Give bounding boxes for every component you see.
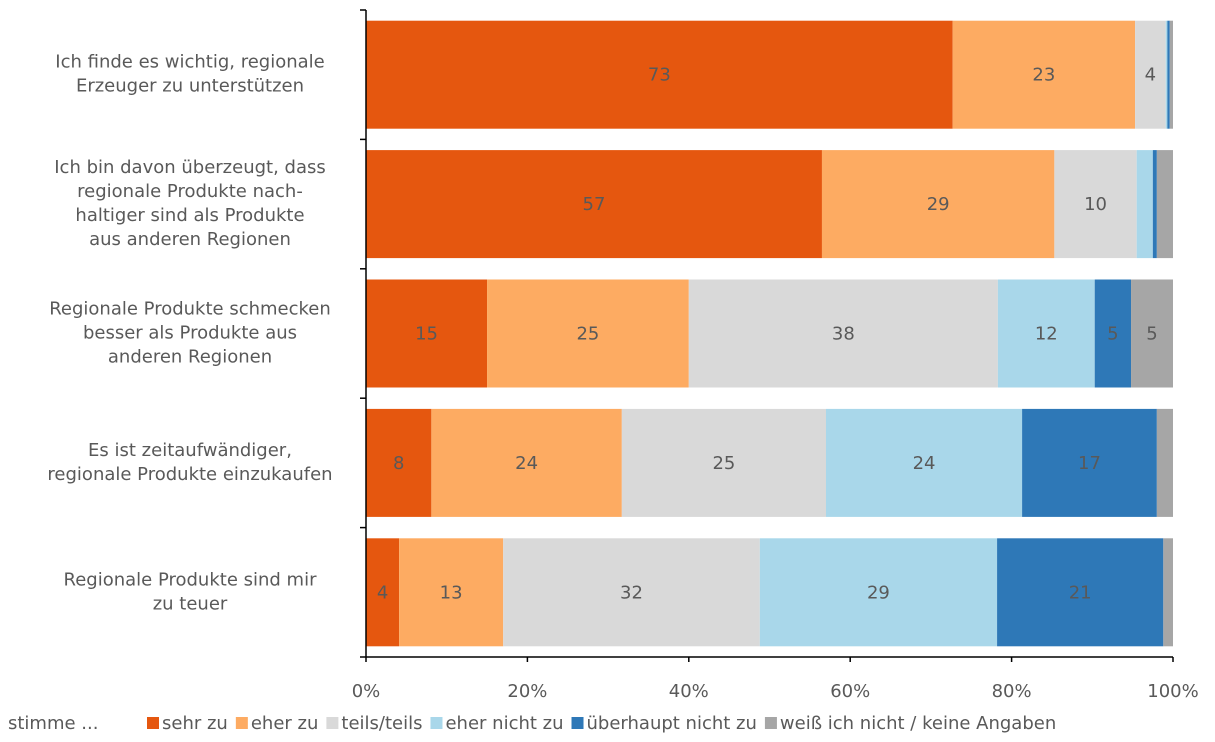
x-tick-label: 40%	[669, 681, 709, 702]
x-tick-label: 100%	[1147, 681, 1198, 702]
data-label: 24	[913, 453, 936, 474]
data-label: 32	[620, 582, 643, 603]
data-label: 4	[377, 582, 388, 603]
bar-segment	[688, 279, 998, 388]
category-line: Erzeuger zu unterstützen	[76, 76, 304, 97]
legend-swatch	[764, 717, 777, 729]
bar-segment	[366, 20, 953, 129]
data-label: 8	[393, 453, 404, 474]
data-label: 21	[1069, 582, 1092, 603]
legend-label: sehr zu	[162, 713, 228, 734]
category-line: Es ist zeitaufwändiger,	[88, 440, 292, 461]
legend-title: stimme ...	[8, 713, 98, 734]
x-tick-label: 80%	[992, 681, 1032, 702]
bar-segment	[952, 20, 1136, 129]
x-tick-label: 60%	[830, 681, 870, 702]
legend-label: eher zu	[251, 713, 319, 734]
data-label: 17	[1078, 453, 1101, 474]
data-label: 15	[415, 324, 438, 345]
data-label: 5	[1146, 324, 1157, 345]
data-label: 12	[1035, 324, 1058, 345]
legend-swatch	[430, 717, 443, 729]
legend-label: eher nicht zu	[445, 713, 563, 734]
category-line: anderen Regionen	[108, 347, 272, 368]
bar-segment	[1167, 20, 1170, 129]
data-label: 10	[1084, 194, 1107, 215]
bar-segment	[399, 538, 504, 647]
legend-swatch	[147, 717, 159, 729]
bar-segment	[1094, 279, 1132, 388]
category-label: Ich bin davon überzeugt, dass regionale P…	[54, 157, 326, 250]
data-label: 24	[515, 453, 538, 474]
bar-segment	[1163, 538, 1173, 647]
category-line: Regionale Produkte sind mir	[64, 569, 318, 590]
x-tick-label: 20%	[507, 681, 547, 702]
data-label: 73	[648, 65, 671, 86]
category-line: besser als Produkte aus	[83, 323, 297, 344]
bar-segment	[1135, 20, 1166, 129]
category-line: aus anderen Regionen	[89, 229, 291, 250]
bar-segment	[1131, 279, 1173, 388]
data-label: 25	[712, 453, 735, 474]
bar-segment	[431, 408, 622, 517]
bar-segment	[366, 408, 432, 517]
category-line: haltiger sind als Produkte	[75, 205, 304, 226]
category-line: Regionale Produkte schmecken	[49, 299, 331, 320]
bar-segment	[1156, 150, 1173, 259]
bar-segment	[621, 408, 826, 517]
data-label: 23	[1032, 65, 1055, 86]
bar-segment	[366, 150, 822, 259]
bar-segment	[997, 279, 1095, 388]
category-label: Ich finde es wichtig, regionale Erzeuger …	[55, 52, 324, 97]
category-line: Ich bin davon überzeugt, dass	[54, 157, 326, 178]
category-line: zu teuer	[153, 593, 228, 614]
bar-segment	[366, 538, 400, 647]
category-label: Regionale Produkte sind mir zu teuer	[64, 569, 318, 614]
bar-segment	[503, 538, 760, 647]
bar-segment	[1165, 20, 1168, 129]
bar-segment	[1054, 150, 1137, 259]
bar-segment	[997, 538, 1164, 647]
legend-swatch	[571, 717, 584, 729]
bar-segment	[821, 150, 1055, 259]
x-tick-label: 0%	[352, 681, 381, 702]
legend-swatch	[326, 717, 339, 729]
legend-label: weiß ich nicht / keine Angaben	[780, 713, 1056, 734]
data-label: 57	[583, 194, 606, 215]
data-label: 29	[927, 194, 950, 215]
bar-segment	[366, 279, 488, 388]
data-label: 38	[832, 324, 855, 345]
category-line: Ich finde es wichtig, regionale	[55, 52, 324, 73]
bar-segment	[1152, 150, 1157, 259]
category-line: regionale Produkte nach-	[77, 181, 303, 202]
bar-segment	[1136, 150, 1153, 259]
data-label: 5	[1107, 324, 1118, 345]
data-label: 13	[440, 582, 463, 603]
bar-segment	[759, 538, 998, 647]
bar-segment	[825, 408, 1023, 517]
bar-segment	[487, 279, 689, 388]
bar-segment	[1156, 408, 1173, 517]
data-label: 25	[576, 324, 599, 345]
legend-swatch	[235, 717, 248, 729]
legend-label: teils/teils	[341, 713, 422, 734]
bar-segment	[1022, 408, 1157, 517]
data-label: 4	[1145, 65, 1156, 86]
category-label: Es ist zeitaufwändiger, regionale Produkt…	[47, 440, 332, 485]
category-line: regionale Produkte einzukaufen	[47, 464, 332, 485]
category-label: Regionale Produkte schmecken besser als P…	[49, 299, 331, 368]
bar-segment	[1169, 20, 1173, 129]
data-label: 29	[867, 582, 890, 603]
legend-label: überhaupt nicht zu	[587, 713, 757, 734]
